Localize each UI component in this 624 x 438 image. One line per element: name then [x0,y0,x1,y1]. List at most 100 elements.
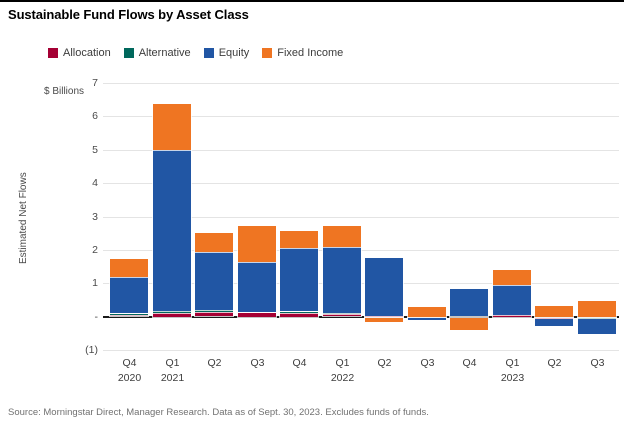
bar-segment-equity [109,276,149,314]
bar-segment-equity [152,149,192,312]
x-axis-quarter: Q4 [122,357,137,369]
y-axis-tick: 2 [92,244,98,256]
bar-segment-alternative [322,312,362,315]
gridline [103,217,619,218]
gridline [103,116,619,117]
bar-segment-fixed-income [492,269,532,286]
y-axis-tick: 5 [92,144,98,156]
legend-label: Fixed Income [277,47,344,59]
legend-swatch-icon [262,48,273,58]
x-axis-quarter: Q3 [420,357,435,369]
bar-segment-allocation [322,313,362,317]
legend-swatch-icon [123,48,134,58]
bar-segment-fixed-income [364,317,404,323]
gridline [103,150,619,151]
y-axis-tick: 4 [92,177,98,189]
bar-segment-alternative [109,313,149,316]
x-axis-label: Q4 [444,356,495,371]
y-axis-tick: 3 [92,211,98,223]
bar-segment-fixed-income [152,103,192,151]
bar-segment-alternative [194,309,234,313]
x-axis-label: Q2 [359,356,410,371]
bar-segment-equity [492,284,532,316]
bar-segment-equity [534,318,574,327]
x-axis-quarter: Q1 [335,357,350,369]
y-axis-tick: (1) [85,344,98,356]
bar-segment-allocation [279,312,319,318]
x-axis-quarter: Q3 [590,357,605,369]
legend-label: Allocation [63,47,111,59]
bar-segment-equity [577,318,617,335]
y-axis-tick: 6 [92,110,98,122]
bar-segment-allocation [152,312,192,318]
legend-label: Equity [218,47,250,59]
x-axis-label: Q3 [572,356,623,371]
legend-label: Alternative [138,47,191,59]
x-axis-quarter: Q2 [207,357,222,369]
x-axis-quarter: Q3 [250,357,265,369]
gridline [103,250,619,251]
bar-segment-equity [194,251,234,311]
y-axis-unit-label: $ Billions [44,86,85,97]
x-axis-label: Q4 2020 [104,356,155,386]
zero-axis-line [103,316,619,318]
x-axis-quarter: Q1 [165,357,180,369]
x-axis-quarter: Q4 [462,357,477,369]
bar-segment-fixed-income [109,258,149,278]
chart-title: Sustainable Fund Flows by Asset Class [8,7,249,22]
bar-segment-allocation [194,311,234,317]
bar-segment-equity [449,288,489,317]
x-axis-quarter: Q2 [547,357,562,369]
bar-segment-equity [407,317,447,321]
bar-segment-equity [322,246,362,314]
bar-segment-alternative [577,317,617,320]
bar-segment-allocation [534,317,574,320]
x-axis-label: Q1 2021 [147,356,198,386]
bar-segment-allocation [237,312,277,318]
x-axis-label: Q2 [189,356,240,371]
x-axis-year: 2021 [160,372,185,384]
top-rule [0,0,624,2]
legend-swatch-icon [48,48,58,58]
legend-item-fixed-income: Fixed Income [262,47,343,59]
gridline [103,183,619,184]
x-axis-year: 2023 [500,372,525,384]
x-axis-quarter: Q4 [292,357,307,369]
x-axis-quarter: Q1 [505,357,520,369]
y-axis-tick: 7 [92,77,98,89]
source-note: Source: Morningstar Direct, Manager Rese… [8,407,429,418]
bar-segment-fixed-income [407,306,447,318]
gridline [103,350,619,351]
bar-segment-allocation [364,315,404,318]
x-axis-label: Q3 [232,356,283,371]
bar-segment-equity [237,261,277,313]
bar-segment-alternative [279,311,319,314]
x-axis-label: Q4 [274,356,325,371]
legend: Allocation Alternative Equity Fixed Income [48,47,343,59]
legend-item-equity: Equity [203,47,250,59]
legend-item-allocation: Allocation [48,47,111,59]
bar-segment-allocation [492,314,532,318]
legend-swatch-icon [203,48,214,58]
bar-segment-equity [364,257,404,317]
bar-segment-alternative [152,310,192,314]
x-axis-year: 2020 [117,372,142,384]
bar-segment-fixed-income [449,317,489,331]
bar-segment-equity [279,247,319,312]
bar-segment-fixed-income [534,305,574,318]
x-axis-label: Q3 [402,356,453,371]
bar-segment-fixed-income [322,225,362,248]
bar-segment-fixed-income [194,232,234,253]
x-axis-label: Q1 2022 [317,356,368,386]
bar-segment-fixed-income [577,300,617,318]
x-axis-label: Q1 2023 [487,356,538,386]
gridline [103,283,619,284]
bar-segment-fixed-income [237,225,277,263]
y-axis-tick: 1 [92,277,98,289]
x-axis-year: 2022 [330,372,355,384]
x-axis-quarter: Q2 [377,357,392,369]
y-axis-tick: - [94,311,99,323]
bar-segment-allocation [109,313,149,317]
